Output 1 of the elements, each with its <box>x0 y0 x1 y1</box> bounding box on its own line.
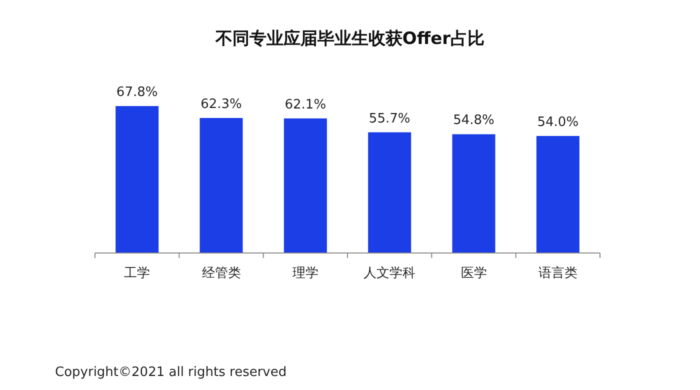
title: 不同专业应届毕业生收获Offer占比 <box>215 29 485 49</box>
